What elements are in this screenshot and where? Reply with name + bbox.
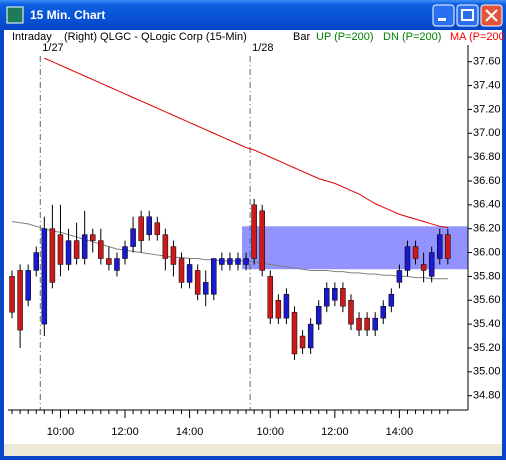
close-icon [485,9,498,22]
candle-body [49,228,56,283]
candle-body [291,311,298,355]
candle-body [299,335,306,349]
candle-body [283,294,290,319]
candle-body [81,234,88,259]
y-tick-label: 35.20 [473,342,501,354]
candle-body [106,258,112,265]
x-tick-label: 12:00 [321,426,349,438]
candle-body [404,246,411,271]
candle-body [211,258,217,295]
candle-body [178,258,185,283]
candle-body [356,317,362,331]
y-tick-label: 37.00 [473,127,501,139]
candle-body [332,288,338,301]
candle-body [130,228,136,247]
candle-body [275,300,282,319]
y-tick-label: 35.60 [473,294,501,306]
legend-entry: Bar [293,31,310,43]
candle-body [65,240,72,265]
candle-body [420,264,427,271]
y-tick-label: 37.60 [473,56,501,68]
maximize-icon [461,9,474,21]
candle-body [162,234,169,259]
candle-body [445,234,451,259]
candle-body [324,288,330,307]
candle-body [372,317,378,331]
candle-body [25,270,31,301]
candle-body [227,258,233,265]
candle-body [98,240,104,259]
candle-body [89,234,96,241]
candle-body [364,317,370,331]
candle-body [146,216,152,235]
candle-body [267,276,274,319]
title-bar [0,0,506,30]
y-tick-label: 34.80 [473,390,501,402]
candle-body [437,234,443,259]
candle-body [170,246,177,265]
app-icon [6,6,24,24]
candle-body [251,204,257,259]
minimize-icon [438,18,446,21]
minimize-button[interactable] [432,4,455,27]
candle-body [219,258,225,265]
window-title: 15 Min. Chart [30,8,105,22]
candle-body [194,270,201,295]
legend-entry: DN (P=200) [383,31,441,43]
candle-body [380,305,387,319]
x-tick-label: 14:00 [386,426,414,438]
y-tick-label: 36.20 [473,223,501,235]
candle-body [138,216,144,241]
candle-body [412,246,419,259]
mode-label: Intraday [12,31,52,43]
candle-body [307,323,314,349]
candle-body [57,234,64,265]
candle-body [235,258,241,265]
x-tick-label: 12:00 [111,426,139,438]
candle-body [428,252,435,277]
candle-body [17,270,23,331]
candle-body [122,246,128,259]
x-tick-label: 14:00 [176,426,204,438]
y-tick-label: 37.40 [473,79,501,91]
candle-body [388,294,395,307]
candle-body [243,258,249,265]
candle-body [186,264,193,283]
indicator-line [44,57,448,228]
candle-body [9,276,15,313]
y-tick-label: 36.40 [473,199,501,211]
candle-body [114,258,120,271]
candle-body [202,282,209,295]
legend-entry: UP (P=200) [316,31,374,43]
day-label: 1/27 [42,42,63,54]
candle-body [41,228,48,325]
candle-body [396,270,403,283]
y-tick-label: 35.00 [473,366,501,378]
status-strip [4,444,502,456]
candle-body [315,305,322,325]
candle-body [33,252,39,271]
maximize-button[interactable] [456,4,479,27]
symbol-label: (Right) QLGC - QLogic Corp (15-Min) [64,31,247,43]
y-tick-label: 35.80 [473,270,501,282]
y-tick-label: 36.80 [473,151,501,163]
day-label: 1/28 [252,42,273,54]
legend-entry: MA (P=200 [450,31,505,43]
candle-body [259,210,265,271]
candle-body [73,240,80,259]
candle-body [340,288,346,307]
y-tick-label: 35.40 [473,318,501,330]
x-tick-label: 10:00 [257,426,285,438]
y-tick-label: 36.60 [473,175,501,187]
candle-body [348,300,354,325]
y-tick-label: 37.20 [473,103,501,115]
candle-body [154,222,161,235]
y-tick-label: 36.00 [473,246,501,258]
x-tick-label: 10:00 [47,426,75,438]
